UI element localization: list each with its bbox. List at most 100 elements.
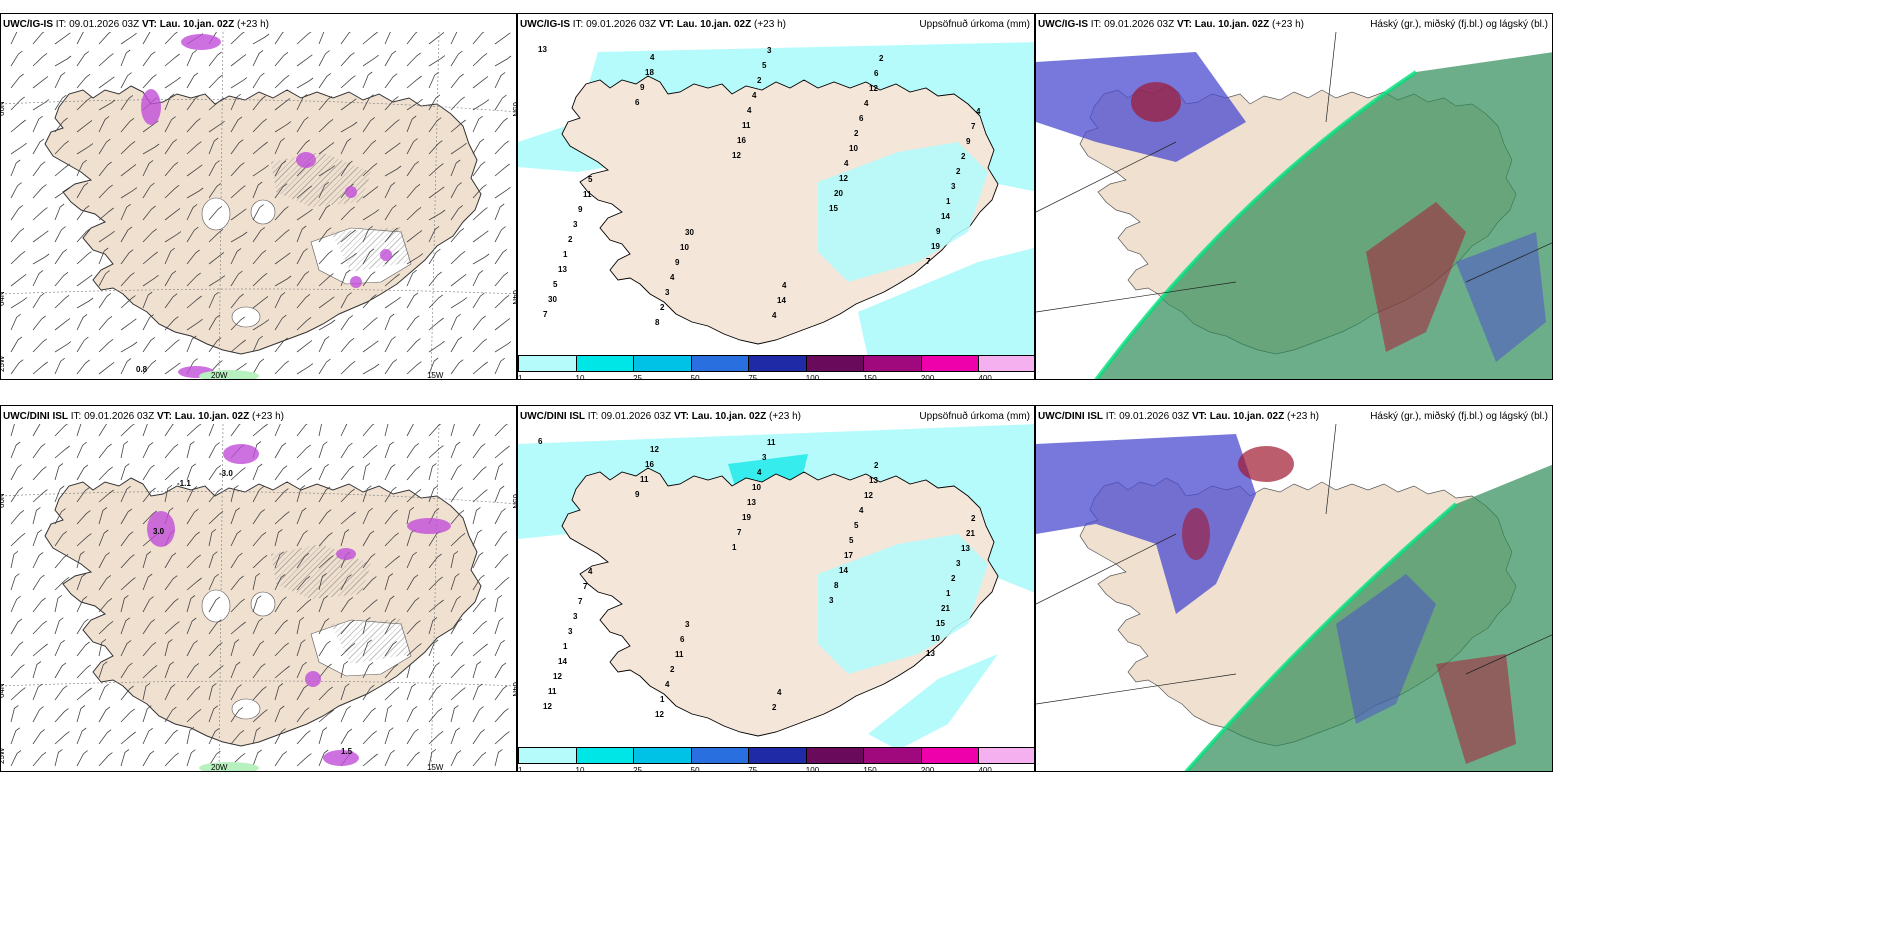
precip-value-label: 5 <box>553 280 558 289</box>
precip-value-label: 10 <box>752 483 761 492</box>
colorbar-segment <box>690 747 750 764</box>
precip-spot <box>323 750 359 766</box>
lat-label: 64N <box>1 291 6 306</box>
precip-value-label: 30 <box>685 228 694 237</box>
precip-value-label: 14 <box>777 296 786 305</box>
wind-map: 66N 64N 20W 15W 25W 65N 64N 0.8 <box>1 32 517 380</box>
cloud-map <box>1036 424 1552 771</box>
wind-map: 66N 64N 20W 15W 25W 65N 64N -1.1 3.0 -3.0 1.5 <box>1 424 517 771</box>
colorbar-tick-label: 50 <box>690 374 700 380</box>
precip-area <box>858 248 1034 358</box>
precip-value-label: 12 <box>869 84 878 93</box>
precip-value-label: 11 <box>640 475 649 484</box>
precip-spot <box>380 249 392 261</box>
precip-value-label: 12 <box>650 445 659 454</box>
glacier <box>250 591 276 617</box>
precip-value-label: 9 <box>675 258 680 267</box>
lat-label: 64N <box>1 683 6 698</box>
precip-value-label: 12 <box>839 174 848 183</box>
colorbar-segment <box>633 355 692 372</box>
precip-value-label: 17 <box>844 551 853 560</box>
precip-value-label: 6 <box>635 98 640 107</box>
mid-cloud-area <box>1036 434 1256 614</box>
wind-value-label: -1.1 <box>177 479 191 488</box>
precip-value-label: 6 <box>874 69 879 78</box>
precip-spot <box>407 518 451 534</box>
precip-value-label: 4 <box>782 281 787 290</box>
precip-value-label: 19 <box>931 242 940 251</box>
colorbar-segment <box>805 747 865 764</box>
boundary-line <box>1036 32 1552 313</box>
hatched-area <box>331 227 411 272</box>
wind-barbs <box>10 32 512 375</box>
precip-value-label: 7 <box>543 310 548 319</box>
precip-value-label: 1 <box>946 197 951 206</box>
precip-value-label: 1 <box>732 543 737 552</box>
precip-value-label: 6 <box>680 635 685 644</box>
precip-panel-bottom: UWC/DINI ISL IT: 09.01.2026 03Z VT: Lau.… <box>517 405 1035 772</box>
precip-area <box>818 142 988 282</box>
precip-value-label: 10 <box>931 634 940 643</box>
precip-value-label: 13 <box>747 498 756 507</box>
cloud-map <box>1036 32 1552 379</box>
precip-value-label: 3 <box>665 288 670 297</box>
precip-value-label: 4 <box>665 680 670 689</box>
precip-value-label: 18 <box>645 68 654 77</box>
colorbar-tick-label: 1 <box>518 374 523 380</box>
precip-value-label: 14 <box>839 566 848 575</box>
colorbar-tick-label: 50 <box>690 766 700 772</box>
colorbar-tick-label: 150 <box>863 374 877 380</box>
colorbar-segment <box>920 747 980 764</box>
precip-spot <box>305 671 321 687</box>
precip-spot <box>296 152 316 168</box>
lat-label: 66N <box>1 493 6 508</box>
cloud-panel-top: UWC/IG-IS IT: 09.01.2026 03Z VT: Lau. 10… <box>1035 13 1553 380</box>
lon-label: 20W <box>211 371 228 380</box>
precip-value-label: 12 <box>655 710 664 719</box>
low-cloud-area <box>1182 508 1210 560</box>
precip-spot <box>223 444 259 464</box>
lat-label-right: 65N <box>511 494 517 509</box>
precip-value-label: 3 <box>573 612 578 621</box>
precip-spot <box>181 34 221 50</box>
colorbar-segment <box>978 747 1034 764</box>
precip-value-label: 7 <box>737 528 742 537</box>
precip-value-label: 16 <box>645 460 654 469</box>
glacier <box>250 199 276 225</box>
colorbar-tick-label: 400 <box>978 766 992 772</box>
mid-cloud-area <box>1336 574 1436 724</box>
precip-value-label: 3 <box>568 627 573 636</box>
hatched-area <box>331 619 411 664</box>
colorbar-segment <box>575 355 635 372</box>
precip-spot <box>336 548 356 560</box>
lon-label: 25W <box>1 747 6 764</box>
colorbar-segment <box>863 747 922 764</box>
lat-label: 66N <box>1 101 6 116</box>
colorbar-segment <box>978 355 1034 372</box>
colorbar-segment <box>863 355 922 372</box>
precip-value-label: 4 <box>859 506 864 515</box>
lat-label-right: 64N <box>511 290 517 305</box>
precip-value-label: 4 <box>588 567 593 576</box>
colorbar-tick-label: 100 <box>805 766 820 772</box>
precip-value-label: 13 <box>926 649 935 658</box>
precip-value-label: 2 <box>951 574 956 583</box>
precip-value-label: 2 <box>568 235 573 244</box>
precip-value-label: 15 <box>829 204 838 213</box>
precip-spot <box>350 276 362 288</box>
colorbar-segment <box>920 355 980 372</box>
high-cloud-edge <box>1094 70 1418 379</box>
precip-colorbar: 1 10 25 50 75 100 150 200 400 <box>518 747 1034 771</box>
precip-value-label: 9 <box>640 83 645 92</box>
glacier <box>201 197 231 231</box>
precip-value-label: 4 <box>976 107 981 116</box>
precip-value-label: 2 <box>772 703 777 712</box>
precip-value-label: 12 <box>543 702 552 711</box>
lat-label-right: 64N <box>511 682 517 697</box>
precip-value-label: 19 <box>742 513 751 522</box>
precip-value-label: 5 <box>588 175 593 184</box>
panel-title: Uppsöfnuð úrkoma (mm) <box>919 19 1030 30</box>
panel-header: UWC/IG-IS IT: 09.01.2026 03Z VT: Lau. 10… <box>520 19 786 30</box>
precip-value-label: 21 <box>966 529 975 538</box>
precip-value-label: 5 <box>849 536 854 545</box>
